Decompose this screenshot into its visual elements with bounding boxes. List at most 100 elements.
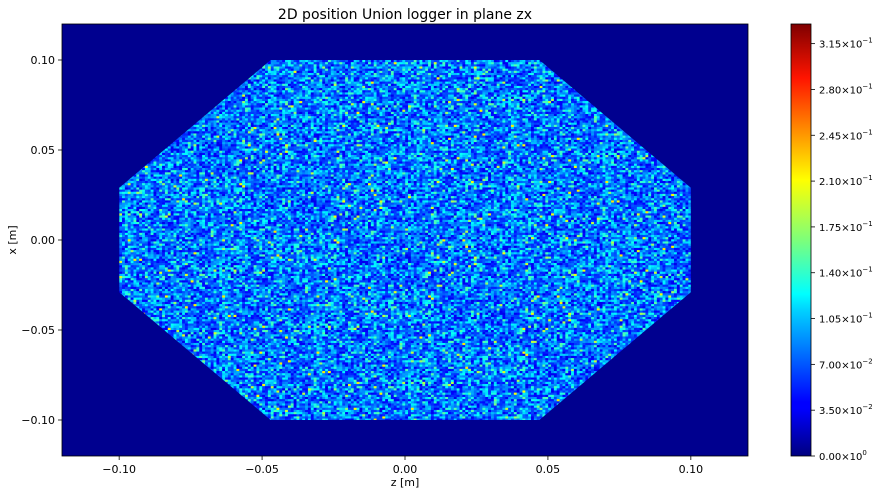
heatmap-cell [331,84,334,86]
heatmap-cell [311,90,314,92]
heatmap-cell [482,62,485,64]
heatmap-cell [422,69,425,71]
heatmap-cell [402,105,405,107]
heatmap-cell [391,73,394,75]
heatmap-cell [488,62,491,64]
heatmap-cell [397,95,400,97]
heatmap-cell [265,75,268,77]
heatmap-cell [468,71,471,73]
heatmap-cell [291,75,294,77]
heatmap-cell [491,92,494,94]
heatmap-cell [485,73,488,75]
heatmap-cell [508,97,511,99]
heatmap-cell [402,62,405,64]
heatmap-cell [448,62,451,64]
heatmap-cell [471,108,474,110]
heatmap-cell [525,82,528,84]
heatmap-cell [354,92,357,94]
heatmap-cell [357,99,360,101]
heatmap-cell [408,69,411,71]
heatmap-cell [405,73,408,75]
heatmap-cell [274,64,277,66]
heatmap-cell [460,103,463,105]
heatmap-cell [268,90,271,92]
heatmap-cell [508,101,511,103]
heatmap-cell [362,66,365,68]
heatmap-cell [359,84,362,86]
heatmap-cell [377,62,380,64]
heatmap-cell [308,77,311,79]
heatmap-cell [305,79,308,81]
heatmap-cell [359,97,362,99]
heatmap-cell [385,77,388,79]
heatmap-cell [451,77,454,79]
heatmap-cell [391,75,394,77]
heatmap-cell [465,92,468,94]
heatmap-cell [236,95,239,97]
heatmap-cell [474,75,477,77]
heatmap-cell [540,77,543,79]
heatmap-cell [268,110,271,112]
heatmap-cell [314,84,317,86]
heatmap-cell [525,95,528,97]
heatmap-cell [451,99,454,101]
heatmap-cell [294,101,297,103]
heatmap-cell [305,95,308,97]
heatmap-cell [351,62,354,64]
heatmap-cell [434,71,437,73]
heatmap-cell [234,108,237,110]
heatmap-cell [451,84,454,86]
heatmap-cell [365,86,368,88]
heatmap-cell [234,101,237,103]
heatmap-cell [517,108,520,110]
heatmap-cell [314,71,317,73]
heatmap-cell [265,71,268,73]
heatmap-cell [385,60,388,62]
heatmap-cell [371,99,374,101]
heatmap-cell [422,105,425,107]
heatmap-cell [328,97,331,99]
heatmap-cell [554,75,557,77]
heatmap-cell [334,84,337,86]
heatmap-cell [302,92,305,94]
heatmap-cell [291,62,294,64]
heatmap-cell [265,82,268,84]
heatmap-cell [322,66,325,68]
heatmap-cell [585,112,588,114]
heatmap-cell [317,99,320,101]
heatmap-cell [485,77,488,79]
heatmap-cell [285,75,288,77]
heatmap-cell [388,69,391,71]
heatmap-cell [251,108,254,110]
heatmap-cell [422,95,425,97]
heatmap-cell [497,77,500,79]
heatmap-cell [540,69,543,71]
heatmap-cell [262,75,265,77]
heatmap-cell [342,71,345,73]
heatmap-cell [497,88,500,90]
heatmap-cell [357,84,360,86]
heatmap-cell [537,71,540,73]
heatmap-cell [480,99,483,101]
heatmap-cell [491,103,494,105]
heatmap-cell [334,101,337,103]
heatmap-cell [382,95,385,97]
heatmap-cell [379,103,382,105]
heatmap-cell [525,62,528,64]
heatmap-cell [248,88,251,90]
heatmap-cell [477,69,480,71]
heatmap-cell [531,66,534,68]
heatmap-cell [531,82,534,84]
heatmap-cell [514,110,517,112]
heatmap-cell [582,103,585,105]
heatmap-cell [442,79,445,81]
heatmap-cell [525,86,528,88]
heatmap-cell [588,105,591,107]
heatmap-cell [534,108,537,110]
heatmap-cell [345,103,348,105]
heatmap-cell [591,110,594,112]
heatmap-cell [379,95,382,97]
heatmap-cell [311,97,314,99]
heatmap-cell [354,60,357,62]
heatmap-cell [239,105,242,107]
